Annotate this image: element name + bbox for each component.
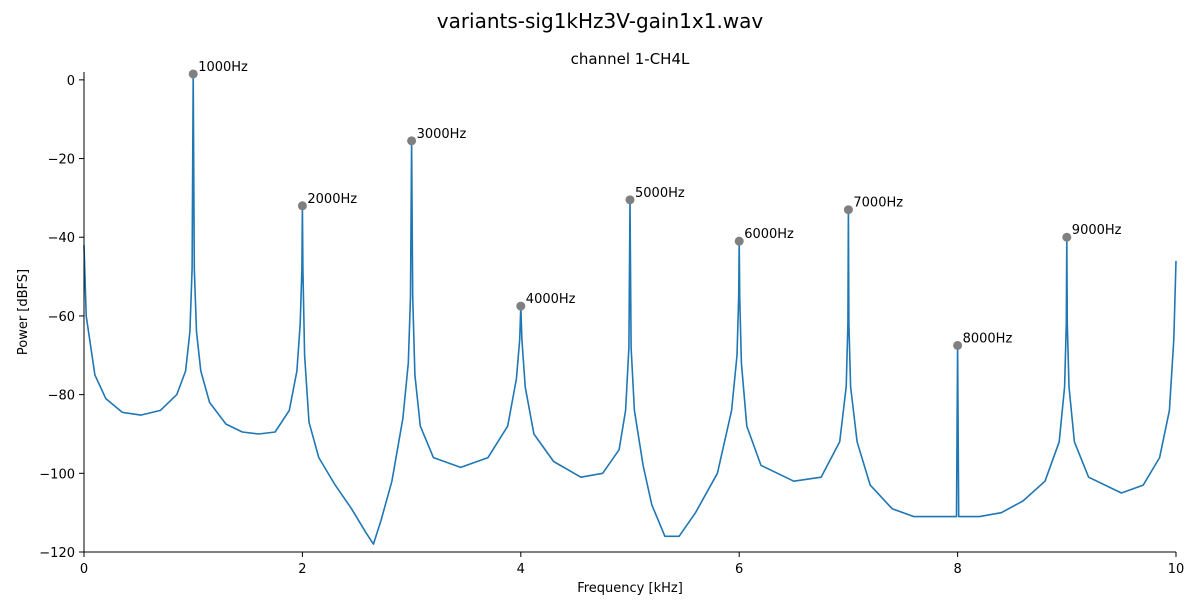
- x-axis-label: Frequency [kHz]: [577, 581, 683, 596]
- figure-title: variants-sig1kHz3V-gain1x1.wav: [436, 9, 764, 33]
- peak-label: 3000Hz: [417, 127, 467, 142]
- y-tick-label: −60: [48, 310, 75, 325]
- peak-marker: [953, 340, 963, 350]
- spectrum-line: [83, 73, 1177, 545]
- y-tick-label: −80: [48, 389, 75, 404]
- peak-label: 8000Hz: [963, 331, 1013, 346]
- y-tick-label: −120: [39, 546, 75, 561]
- y-ticks: 0 −20 −40 −60 −80 −100 −120: [39, 74, 84, 561]
- x-tick-label: 8: [953, 562, 961, 577]
- y-tick-label: −40: [48, 231, 75, 246]
- peak-label: 4000Hz: [526, 292, 576, 307]
- peak-marker: [188, 69, 198, 79]
- x-ticks: 0 2 4 6 8 10: [80, 552, 1184, 577]
- peak-markers: 1000Hz 2000Hz 3000Hz 4000Hz 5000Hz 6000Hz 7000…: [188, 60, 1122, 350]
- x-tick-label: 0: [80, 562, 88, 577]
- y-tick-label: −100: [39, 467, 75, 482]
- peak-label: 1000Hz: [198, 60, 248, 75]
- peak-marker: [1062, 232, 1072, 242]
- peak-marker: [297, 201, 307, 211]
- peak-label: 9000Hz: [1072, 223, 1122, 238]
- peak-marker: [407, 136, 417, 146]
- peak-marker: [843, 205, 853, 215]
- peak-marker: [734, 236, 744, 246]
- y-axis-label: Power [dBFS]: [16, 269, 31, 355]
- peak-label: 7000Hz: [853, 196, 903, 211]
- x-tick-label: 10: [1168, 562, 1185, 577]
- peak-marker: [625, 195, 635, 205]
- peak-marker: [516, 301, 526, 311]
- y-tick-label: 0: [67, 74, 75, 89]
- x-tick-label: 4: [517, 562, 525, 577]
- chart-subtitle: channel 1-CH4L: [571, 50, 690, 68]
- peak-label: 6000Hz: [744, 227, 794, 242]
- y-tick-label: −20: [48, 153, 75, 168]
- peak-label: 5000Hz: [635, 186, 685, 201]
- peak-label: 2000Hz: [307, 192, 357, 207]
- x-tick-label: 6: [735, 562, 743, 577]
- x-tick-label: 2: [298, 562, 306, 577]
